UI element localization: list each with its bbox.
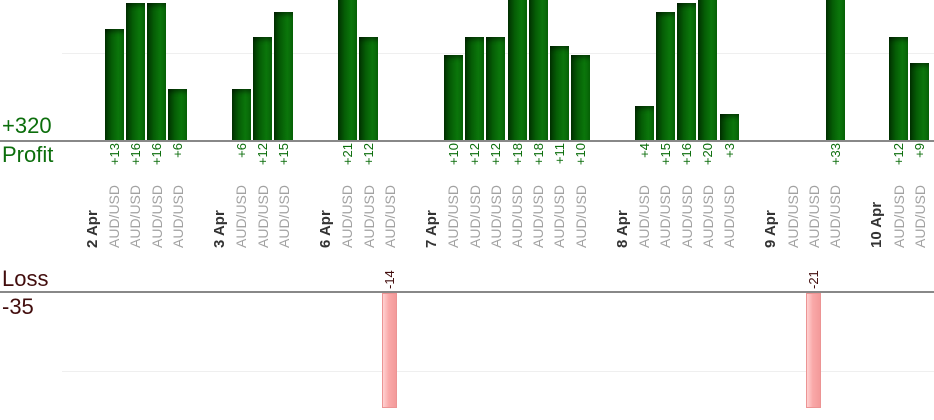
profit-value-label: +9 (912, 143, 928, 158)
profit-bar (231, 88, 251, 140)
profit-bar (571, 54, 591, 140)
symbol-label: AUD/USD (721, 184, 737, 248)
profit-value-label: +15 (276, 143, 292, 166)
symbol-label: AUD/USD (551, 184, 568, 248)
profit-bar (655, 11, 675, 140)
profit-value-label: +12 (361, 143, 377, 166)
symbol-label: AUD/USD (233, 184, 250, 248)
loss-gridline (62, 371, 934, 372)
profit-bar (359, 37, 379, 140)
profit-value-label: +33 (827, 143, 843, 166)
profit-value-label: +15 (657, 143, 673, 166)
date-label: 7 Apr (423, 210, 441, 248)
profit-value-label: +6 (233, 143, 249, 158)
profit-bar (634, 105, 654, 140)
profit-value-label: +12 (255, 143, 271, 166)
profit-value-label: +10 (573, 143, 589, 166)
total-loss-label: -35 (2, 294, 34, 319)
symbol-label: AUD/USD (360, 184, 377, 248)
symbol-label: AUD/USD (339, 184, 356, 248)
symbol-label: AUD/USD (572, 184, 589, 248)
profit-bar (465, 37, 485, 140)
symbol-label: AUD/USD (445, 184, 462, 248)
loss-axis-title: Loss (2, 266, 49, 291)
profit-axis-title: Profit (2, 142, 54, 167)
profit-bar (168, 88, 188, 140)
profit-value-label: +11 (551, 143, 567, 165)
profit-value-label: +18 (509, 143, 525, 166)
symbol-label: AUD/USD (466, 184, 483, 248)
symbol-label: AUD/USD (254, 184, 271, 248)
date-label: 6 Apr (317, 210, 335, 248)
symbol-label: AUD/USD (487, 184, 504, 248)
profit-bar (104, 28, 124, 140)
profit-value-label: +16 (127, 143, 143, 166)
profit-bar (549, 45, 569, 140)
date-label: 9 Apr (762, 210, 780, 248)
profit-bar (443, 54, 463, 140)
symbol-label: AUD/USD (127, 184, 144, 248)
profit-value-label: +10 (445, 143, 461, 166)
total-profit-label: +320 (2, 113, 52, 138)
profit-bar (253, 37, 273, 140)
symbol-label: AUD/USD (530, 184, 547, 248)
profit-value-label: +20 (700, 143, 716, 166)
profit-bar (147, 3, 167, 140)
loss-axis-line (0, 291, 934, 293)
symbol-label: AUD/USD (636, 184, 653, 248)
loss-bar (382, 293, 398, 408)
profit-bar (698, 0, 718, 140)
profit-bar (274, 11, 294, 140)
symbol-label: AUD/USD (148, 184, 165, 248)
symbol-label: AUD/USD (275, 184, 292, 248)
profit-bar (825, 0, 845, 140)
symbol-label: AUD/USD (509, 184, 525, 248)
date-label: 3 Apr (211, 210, 229, 248)
profit-bar (719, 114, 739, 140)
symbol-label: AUD/USD (106, 184, 123, 248)
profit-value-label: +12 (467, 143, 483, 166)
profit-bar (507, 0, 527, 140)
profit-value-label: +16 (679, 143, 695, 166)
loss-bar (806, 293, 822, 408)
profit-value-label: +12 (891, 143, 907, 166)
symbol-label: AUD/USD (805, 184, 822, 248)
profit-bar (910, 63, 930, 140)
symbol-label: AUD/USD (657, 184, 674, 248)
symbol-label: AUD/USD (911, 184, 928, 248)
profit-value-label: +21 (339, 143, 355, 166)
profit-axis-line (0, 140, 934, 142)
symbol-label: AUD/USD (699, 184, 716, 248)
profit-bar (889, 37, 909, 140)
loss-value-label: -21 (806, 270, 822, 289)
profit-bar (677, 3, 697, 140)
date-label: 2 Apr (84, 210, 101, 248)
symbol-label: AUD/USD (169, 184, 186, 248)
symbol-label: AUD/USD (827, 184, 843, 248)
profit-value-label: +3 (721, 143, 737, 158)
profit-value-label: +16 (149, 143, 165, 166)
profit-value-label: +6 (170, 143, 186, 158)
profit-value-label: +18 (530, 143, 546, 166)
symbol-label: AUD/USD (678, 184, 695, 248)
profit-value-label: +13 (106, 143, 122, 166)
profit-bar (337, 0, 357, 140)
profit-value-label: +12 (488, 143, 504, 166)
symbol-label: AUD/USD (784, 184, 801, 248)
symbol-label: AUD/USD (890, 184, 907, 248)
profit-value-label: +4 (636, 143, 652, 158)
symbol-label: AUD/USD (381, 184, 398, 248)
date-label: 10 Apr (868, 201, 886, 248)
profit-bar (486, 37, 506, 140)
date-label: 8 Apr (614, 210, 631, 248)
profit-bar (125, 3, 145, 140)
profit-bar (528, 0, 548, 140)
loss-value-label: -14 (382, 270, 398, 289)
